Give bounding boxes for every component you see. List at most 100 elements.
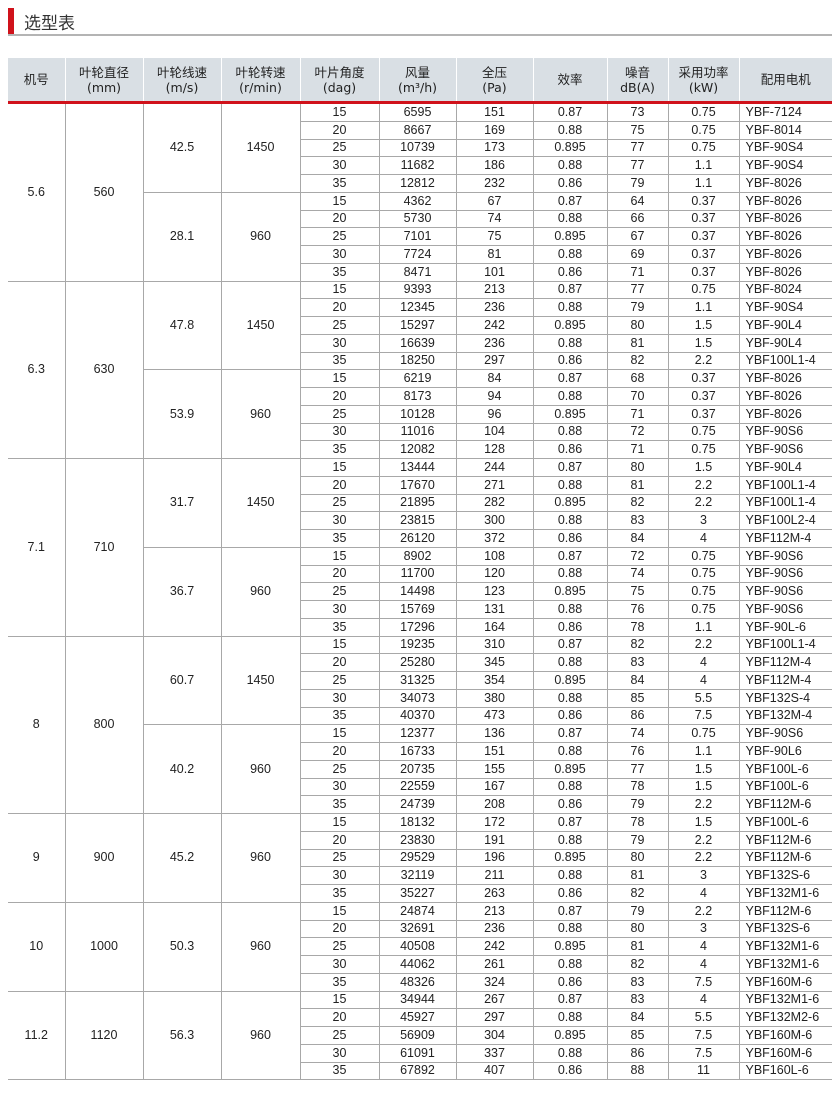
cell-total-pressure: 354: [455, 671, 534, 690]
cell-total-pressure: 324: [455, 972, 534, 992]
cell-noise: 66: [606, 209, 669, 229]
cell-blade-angle: 30: [300, 955, 380, 974]
header-unit: (kW): [688, 79, 719, 95]
cell-machine-no: 9: [8, 813, 66, 903]
cell-noise: 79: [606, 901, 669, 921]
cell-power: 5.5: [667, 1008, 740, 1027]
cell-blade-angle: 15: [299, 458, 380, 477]
cell-total-pressure: 120: [455, 564, 534, 584]
cell-air-flow: 12377: [378, 724, 457, 743]
cell-motor: YBF-90S6: [738, 600, 832, 619]
table-row: 25 20735 155 0.895 77 1.5 YBF100L-6: [8, 759, 832, 779]
cell-power: 1.5: [667, 759, 740, 779]
cell-air-flow: 18132: [378, 813, 457, 832]
cell-motor: YBF112M-6: [738, 901, 832, 921]
cell-blade-angle: 35: [300, 706, 380, 726]
cell-air-flow: 15769: [378, 600, 457, 619]
cell-blade-angle: 15: [299, 990, 380, 1010]
table-row: 35 12082 128 0.86 71 0.75 YBF-90S6: [8, 440, 832, 459]
table-row: 25 14498 123 0.895 75 0.75 YBF-90S6: [8, 582, 832, 601]
cell-blade-angle: 30: [300, 1043, 380, 1063]
title-accent-marker: [8, 8, 14, 34]
cell-tip-speed: 40.2: [143, 724, 222, 814]
cell-total-pressure: 172: [455, 813, 534, 832]
cell-air-flow: 32691: [378, 919, 457, 939]
cell-efficiency: 0.86: [532, 174, 608, 193]
cell-air-flow: 8902: [378, 546, 457, 566]
cell-power: 1.1: [667, 174, 740, 193]
cell-efficiency: 0.86: [532, 706, 608, 726]
cell-motor: YBF-8026: [738, 369, 832, 388]
cell-total-pressure: 372: [455, 529, 534, 548]
cell-air-flow: 34073: [378, 688, 457, 708]
cell-efficiency: 0.88: [532, 742, 608, 761]
cell-noise: 72: [606, 546, 669, 566]
cell-motor: YBF100L1-4: [738, 351, 832, 371]
cell-motor: YBF112M-6: [738, 830, 832, 850]
header-total-pressure: 全压 (Pa): [455, 58, 533, 104]
table-row: 35 67892 407 0.86 88 11 YBF160L-6: [8, 1061, 832, 1081]
header-unit: (mm): [86, 79, 122, 95]
cell-power: 0.75: [667, 138, 740, 158]
cell-total-pressure: 380: [455, 688, 534, 708]
cell-blade-angle: 20: [300, 830, 380, 850]
cell-air-flow: 11016: [378, 422, 457, 442]
cell-motor: YBF132M1-6: [738, 990, 832, 1010]
cell-efficiency: 0.88: [532, 600, 608, 619]
cell-motor: YBF100L1-4: [738, 635, 832, 655]
cell-air-flow: 18250: [378, 351, 457, 371]
cell-blade-angle: 20: [300, 742, 380, 761]
cell-motor: YBF112M-4: [738, 653, 832, 672]
cell-air-flow: 40370: [378, 706, 457, 726]
cell-total-pressure: 128: [455, 440, 534, 459]
cell-air-flow: 21895: [378, 493, 457, 513]
cell-noise: 80: [606, 458, 669, 477]
cell-noise: 86: [606, 706, 669, 726]
cell-air-flow: 35227: [378, 884, 457, 903]
cell-noise: 75: [606, 120, 669, 140]
page-title: 选型表: [24, 14, 75, 34]
cell-power: 7.5: [667, 972, 740, 992]
cell-rotation-speed: 1450: [220, 280, 301, 371]
cell-air-flow: 11700: [378, 564, 457, 584]
cell-noise: 81: [606, 866, 669, 885]
cell-total-pressure: 267: [455, 990, 534, 1010]
table-row: 30 16639 236 0.88 81 1.5 YBF-90L4: [8, 333, 832, 353]
cell-total-pressure: 136: [455, 724, 534, 743]
header-unit: dB(A): [620, 79, 655, 95]
cell-efficiency: 0.86: [532, 972, 608, 992]
cell-power: 0.75: [667, 440, 740, 459]
cell-power: 3: [667, 919, 740, 939]
cell-blade-angle: 15: [299, 280, 380, 300]
cell-motor: YBF132M2-6: [738, 1008, 832, 1027]
cell-total-pressure: 271: [455, 475, 534, 495]
table-row: 30 44062 261 0.88 82 4 YBF132M1-6: [8, 955, 832, 974]
cell-motor: YBF112M-6: [738, 795, 832, 814]
cell-power: 7.5: [667, 706, 740, 726]
cell-noise: 80: [606, 919, 669, 939]
cell-efficiency: 0.87: [532, 546, 608, 566]
cell-power: 0.75: [667, 724, 740, 743]
cell-total-pressure: 169: [455, 120, 534, 140]
cell-noise: 73: [606, 102, 669, 122]
cell-tip-speed: 50.3: [142, 901, 222, 992]
cell-tip-speed: 47.8: [142, 280, 222, 371]
cell-air-flow: 61091: [378, 1043, 457, 1063]
cell-motor: YBF100L-6: [738, 759, 832, 779]
cell-motor: YBF-90S4: [738, 156, 832, 175]
header-unit: (m³/h): [397, 79, 438, 95]
table-row: 30 34073 380 0.88 85 5.5 YBF132S-4: [8, 688, 832, 708]
table-row: 10 1000 50.3 960 15 24874 213 0.87 79 2.2 YBF112M-…: [8, 901, 832, 992]
cell-rotation-speed: 1450: [220, 102, 301, 193]
cell-blade-angle: 20: [300, 919, 380, 939]
cell-air-flow: 8471: [378, 262, 457, 282]
cell-efficiency: 0.895: [532, 1026, 608, 1045]
cell-power: 0.37: [667, 227, 740, 246]
cell-efficiency: 0.88: [532, 564, 608, 584]
cell-noise: 79: [606, 174, 669, 193]
cell-total-pressure: 108: [455, 546, 534, 566]
table-row: 25 29529 196 0.895 80 2.2 YBF112M-6: [8, 848, 832, 868]
cell-air-flow: 12812: [378, 174, 457, 193]
cell-efficiency: 0.87: [532, 813, 608, 832]
cell-rotation-speed: 960: [220, 901, 301, 992]
